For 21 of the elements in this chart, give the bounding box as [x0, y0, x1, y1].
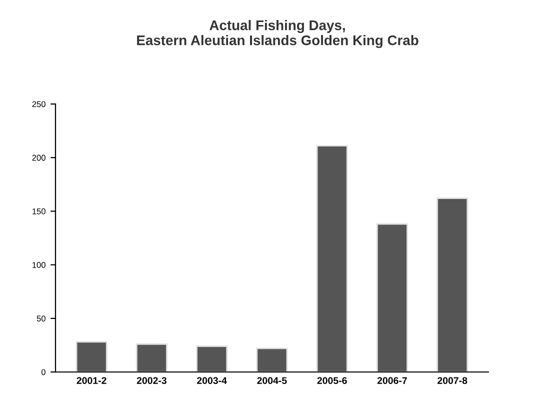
- x-tick-label: 2002-3: [136, 377, 166, 384]
- x-tick-label: 2001-2: [76, 377, 106, 384]
- y-tick-label: 100: [32, 262, 46, 268]
- x-tick-label: 2007-8: [438, 377, 468, 384]
- bar: [136, 343, 168, 372]
- y-tick-label: 150: [32, 208, 46, 214]
- bar: [436, 198, 468, 372]
- y-tick-label: 200: [32, 154, 46, 161]
- bar: [316, 145, 348, 372]
- y-tick-label: 0: [41, 369, 46, 376]
- y-tick-label: 50: [36, 316, 46, 322]
- bar: [256, 348, 288, 372]
- x-tick-label: 2004-5: [257, 377, 287, 384]
- bar: [196, 346, 228, 372]
- chart-title: Actual Fishing Days, Eastern Aleutian Islands Golden King Crab: [137, 20, 418, 48]
- x-tick-label: 2003-4: [197, 377, 227, 384]
- bar: [76, 341, 108, 372]
- x-tick-label: 2005-6: [317, 377, 347, 384]
- y-tick-label: 250: [32, 101, 46, 108]
- bar: [376, 223, 408, 372]
- x-tick-label: 2006-7: [377, 377, 407, 384]
